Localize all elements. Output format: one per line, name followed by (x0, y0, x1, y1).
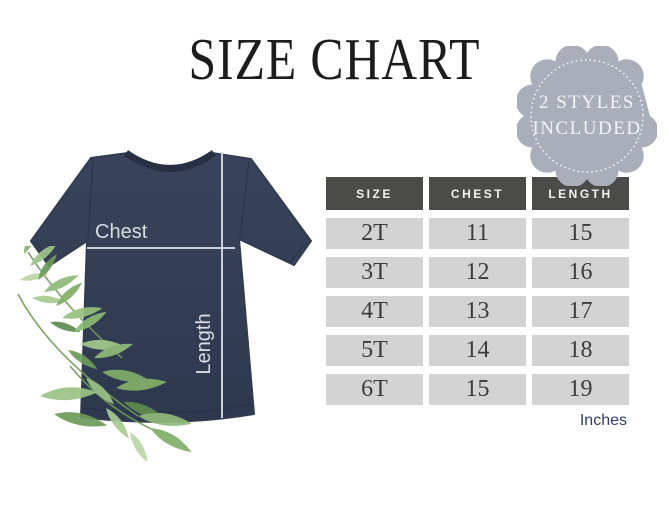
badge-seal-icon (517, 46, 657, 186)
badge-text-line2: INCLUDED (532, 118, 642, 139)
size-table: SIZE CHEST LENGTH 2T 11 15 3T 12 16 4T 1… (326, 177, 629, 405)
table-cell-chest: 15 (429, 374, 526, 405)
table-cell-length: 16 (532, 257, 629, 288)
tshirt-hem-stitch (83, 403, 252, 415)
page-title: SIZE CHART (188, 25, 481, 92)
badge-text-line1: 2 STYLES (539, 92, 635, 113)
table-cell-length: 19 (532, 374, 629, 405)
tshirt-seams (35, 159, 307, 263)
badge-dotted-ring (530, 59, 644, 173)
table-cell-chest: 12 (429, 257, 526, 288)
styles-badge: 2 STYLES INCLUDED (517, 46, 657, 186)
table-cell-size: 3T (326, 257, 423, 288)
table-cell-size: 2T (326, 218, 423, 249)
table-cell-length: 15 (532, 218, 629, 249)
table-cell-chest: 14 (429, 335, 526, 366)
inches-note: Inches (579, 412, 627, 429)
table-cell-chest: 11 (429, 218, 526, 249)
tshirt-collar (123, 150, 217, 172)
table-header-size: SIZE (326, 177, 423, 210)
table-cell-size: 5T (326, 335, 423, 366)
table-cell-size: 4T (326, 296, 423, 327)
table-cell-size: 6T (326, 374, 423, 405)
chest-label: Chest (95, 221, 148, 243)
length-measure-line (221, 152, 223, 418)
greenery-leaves (20, 246, 192, 461)
length-label: Length (193, 313, 215, 375)
table-cell-chest: 13 (429, 296, 526, 327)
chest-measure-line (87, 247, 235, 249)
greenery-illustration (17, 246, 192, 461)
table-cell-length: 17 (532, 296, 629, 327)
table-cell-length: 18 (532, 335, 629, 366)
table-header-chest: CHEST (429, 177, 526, 210)
